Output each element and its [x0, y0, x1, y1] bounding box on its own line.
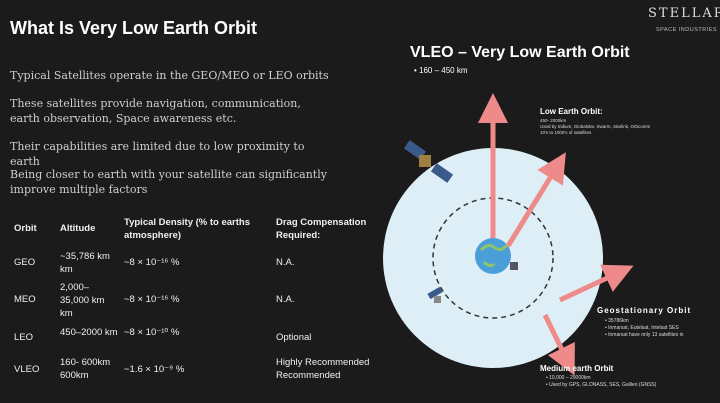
- title: What Is Very Low Earth Orbit: [10, 18, 258, 38]
- leo-line: 450- 2000km: [540, 118, 567, 123]
- table-header: Orbit: [14, 223, 37, 234]
- table-cell: N.A.: [276, 294, 295, 305]
- geo-list: • 35786km • Inmarsat, Eutelsat, Intelsat…: [605, 318, 720, 339]
- text: Inmarsat have only 13 satellites in: [608, 332, 684, 338]
- table-cell: ~35,786 km km: [60, 251, 110, 275]
- paragraph: Typical Satellites operate in the GEO/ME…: [10, 69, 329, 82]
- geo-line: • Inmarsat, Eutelsat, Intelsat SES: [605, 325, 679, 331]
- earth: [475, 238, 511, 274]
- meo-list: • 10,000 – 20000km • Used by GPS, GLONAS…: [546, 375, 656, 389]
- text: Inmarsat, Eutelsat, Intelsat SES: [608, 325, 679, 331]
- logo: STELLAR: [648, 6, 720, 21]
- range-text: 160 – 450 km: [419, 66, 468, 75]
- table-cell: LEO: [14, 332, 34, 343]
- satellite-leo: [510, 262, 518, 270]
- table-cell: 450–2000 km: [60, 327, 118, 338]
- satellite-small: [427, 286, 443, 303]
- text: 35786km: [608, 318, 629, 324]
- table-header: Typical Density (% to earths atmosphere): [124, 217, 250, 241]
- leo-title: Low Earth Orbit:: [540, 107, 603, 116]
- paragraph: Being closer to earth with your satellit…: [10, 168, 327, 196]
- meo-line: • 10,000 – 20000km: [546, 375, 591, 381]
- geo-title: Geostationary Orbit: [597, 306, 692, 315]
- table-cell: Highly Recommended Recommended: [276, 357, 370, 381]
- table-cell: ~1.6 × 10⁻⁹ %: [124, 364, 185, 375]
- meo-title: Medium earth Orbit: [540, 364, 614, 373]
- table-cell: ~8 × 10⁻¹⁶ %: [124, 294, 180, 305]
- table-header: Altitude: [60, 223, 96, 234]
- leo-line: Used by Iridium, Globalstar, Swarm, Star…: [540, 124, 651, 129]
- paragraph: These satellites provide navigation, com…: [10, 97, 301, 125]
- meo-line: • Used by GPS, GLONASS, SES, Galileo (GN…: [546, 382, 657, 388]
- geo-line: • 35786km: [605, 318, 629, 324]
- paragraph: Their capabilities are limited due to lo…: [10, 140, 305, 168]
- geo-line: • Inmarsat have only 13 satellites in: [605, 332, 684, 338]
- earth-land: [479, 243, 509, 268]
- logo-tagline: SPACE INDUSTRIES: [656, 27, 718, 33]
- table-cell: GEO: [14, 257, 36, 268]
- table-header: Drag Compensation Required:: [276, 217, 367, 241]
- table-cell: 160- 600km 600km: [60, 357, 111, 381]
- diagram-title: VLEO – Very Low Earth Orbit: [410, 44, 630, 61]
- table-cell: 2,000–35,000 km km: [60, 282, 105, 319]
- satellite: [403, 140, 454, 183]
- table-cell: ~8 × 10⁻¹⁶ %: [124, 257, 180, 268]
- table-cell: N.A.: [276, 257, 295, 268]
- arrows: [478, 93, 634, 376]
- diagram-range: • 160 – 450 km: [414, 66, 468, 75]
- table-cell: ~8 × 10⁻¹⁰ %: [124, 327, 180, 338]
- leo-line: 10's to 1000's of satellites: [540, 130, 592, 135]
- table-cell: MEO: [14, 294, 36, 305]
- text: 10,000 – 20000km: [549, 375, 591, 381]
- table-cell: VLEO: [14, 364, 40, 375]
- table-cell: Optional: [276, 332, 312, 343]
- text: Used by GPS, GLONASS, SES, Galileo (GNSS…: [549, 382, 657, 388]
